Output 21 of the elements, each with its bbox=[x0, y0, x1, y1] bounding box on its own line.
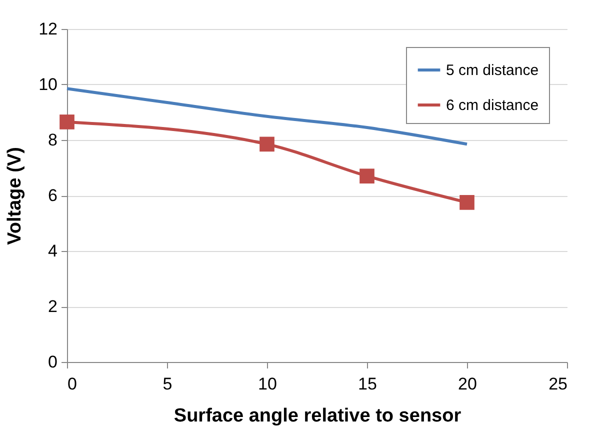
y-tick-label: 6 bbox=[48, 186, 58, 205]
legend-label: 6 cm distance bbox=[446, 97, 539, 114]
y-tick-label: 10 bbox=[38, 75, 58, 94]
x-axis-title: Surface angle relative to sensor bbox=[174, 406, 462, 426]
x-tick-label: 15 bbox=[358, 374, 377, 394]
x-tick-label: 5 bbox=[162, 374, 172, 394]
y-tick-label: 4 bbox=[48, 242, 58, 260]
x-tick-label: 10 bbox=[258, 374, 277, 394]
x-tick-label: 25 bbox=[548, 374, 568, 394]
y-axis-title: Voltage (V) bbox=[4, 147, 26, 245]
y-tick-label: 12 bbox=[38, 20, 58, 38]
y-tick-label: 0 bbox=[48, 352, 58, 372]
point bbox=[260, 136, 274, 152]
x-tick-label: 20 bbox=[458, 374, 477, 394]
x-tick-label: 0 bbox=[68, 374, 77, 394]
y-tick-label: 2 bbox=[48, 297, 58, 316]
legend-label: 5 cm distance bbox=[446, 62, 539, 79]
point bbox=[360, 168, 374, 184]
point bbox=[60, 114, 74, 130]
y-tick-label: 8 bbox=[48, 130, 58, 150]
point bbox=[460, 195, 474, 210]
